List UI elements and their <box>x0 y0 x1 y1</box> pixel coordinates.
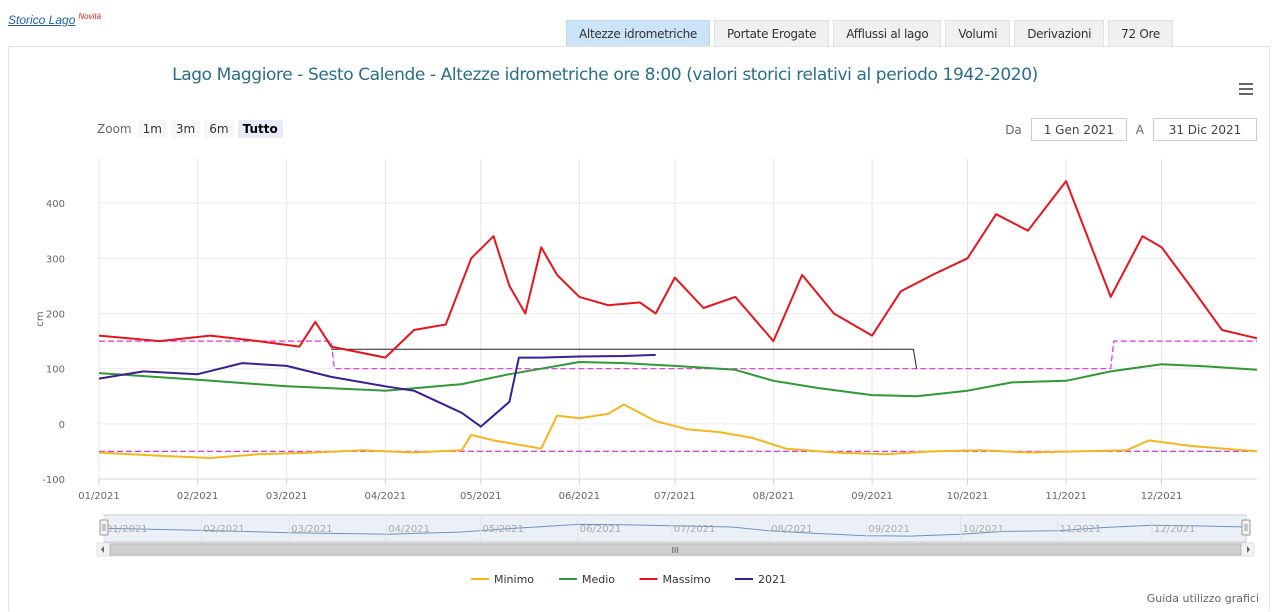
navigator-tick-label: 03/2021 <box>291 524 333 535</box>
scrollbar-thumb[interactable] <box>109 543 1242 556</box>
navigator-tick-label: 04/2021 <box>388 524 430 535</box>
legend-label: Massimo <box>663 573 711 586</box>
navigator-tick-label: 05/2021 <box>482 524 524 535</box>
tab-altezze-idrometriche[interactable]: Altezze idrometriche <box>566 20 711 47</box>
x-tick-label: 06/2021 <box>559 491 601 502</box>
tab-portate-erogate[interactable]: Portate Erogate <box>714 20 830 47</box>
series-minimo-line[interactable] <box>98 403 1258 459</box>
series-medio-line[interactable] <box>98 361 1258 398</box>
navigator-tick-label: 09/2021 <box>868 524 910 535</box>
y-axis-label: cm <box>35 311 46 326</box>
range-from-input[interactable] <box>1030 118 1127 141</box>
y-tick-label: 100 <box>46 365 65 376</box>
zoom-label: Zoom <box>97 122 132 136</box>
legend-item-minimo[interactable]: Minimo <box>471 573 534 586</box>
zoom-3m-button[interactable]: 3m <box>170 120 201 138</box>
legend: Minimo Medio Massimo 2021 <box>471 573 786 586</box>
x-tick-label: 12/2021 <box>1141 491 1183 502</box>
series-2021-line[interactable] <box>98 353 656 428</box>
series-layer <box>98 180 1258 459</box>
zoom-1m-button[interactable]: 1m <box>137 120 167 138</box>
navigator-left-handle[interactable] <box>99 519 109 536</box>
navigator-tick-label: 10/2021 <box>963 524 1005 535</box>
range-to-input[interactable] <box>1153 118 1257 141</box>
navigator-tick-label: 02/2021 <box>203 524 245 535</box>
brand: Storico Lago Novità <box>8 12 101 27</box>
legend-label: 2021 <box>758 573 786 586</box>
legend-label: Medio <box>582 573 615 586</box>
navigator-tick-label: 12/2021 <box>1154 524 1196 535</box>
y-tick-label: -100 <box>42 475 65 486</box>
zoom-selector: Zoom 1m 3m 6m Tutto <box>97 120 287 138</box>
chart-panel: Lago Maggiore - Sesto Calende - Altezze … <box>8 46 1270 611</box>
x-tick-label: 03/2021 <box>266 491 308 502</box>
tab-72-ore[interactable]: 72 Ore <box>1108 20 1173 47</box>
tab-derivazioni[interactable]: Derivazioni <box>1014 20 1105 47</box>
new-badge: Novità <box>78 12 102 21</box>
series-massimo-line[interactable] <box>98 180 1258 359</box>
hamburger-menu-icon[interactable] <box>1239 83 1253 95</box>
tab-volumi[interactable]: Volumi <box>945 20 1011 47</box>
axes: -100 0 100 200 300 400 cm 01/2021 02/2021 03/2021… <box>35 199 1257 502</box>
y-tick-label: 200 <box>46 309 65 320</box>
legend-label: Minimo <box>494 573 534 586</box>
navigator-tick-label: 11/2021 <box>1060 524 1102 535</box>
grid <box>98 159 1257 480</box>
x-tick-label: 04/2021 <box>365 491 407 502</box>
x-tick-label: 09/2021 <box>851 491 893 502</box>
navigator-right-handle[interactable] <box>1241 519 1251 536</box>
navigator-tick-label: 01/2021 <box>106 524 148 535</box>
navigator: 01/2021 02/2021 03/2021 04/2021 05/2021 06/20… <box>96 514 1255 557</box>
legend-item-2021[interactable]: 2021 <box>735 573 786 586</box>
line-chart: -100 0 100 200 300 400 cm 01/2021 02/2021 03/2021… <box>35 159 1258 586</box>
x-tick-label: 01/2021 <box>78 491 120 502</box>
x-tick-label: 02/2021 <box>177 491 219 502</box>
navigator-tick-label: 07/2021 <box>674 524 716 535</box>
navigator-window[interactable] <box>103 514 1247 543</box>
date-range: Da A <box>996 118 1257 141</box>
x-tick-label: 08/2021 <box>753 491 795 502</box>
x-tick-label: 05/2021 <box>460 491 502 502</box>
storico-lago-link[interactable]: Storico Lago <box>8 13 76 27</box>
scroll-right-arrow-icon[interactable] <box>1247 546 1250 553</box>
x-tick-label: 07/2021 <box>654 491 696 502</box>
plot-area <box>99 159 1257 479</box>
navigator-series-line <box>103 523 1247 537</box>
y-tick-label: 400 <box>46 199 65 210</box>
range-to-label: A <box>1135 122 1144 137</box>
x-tick-label: 11/2021 <box>1045 491 1087 502</box>
navigator-tick-label: 08/2021 <box>771 524 813 535</box>
range-from-label: Da <box>1005 122 1022 137</box>
tab-bar: Altezze idrometriche Portate Erogate Afflu… <box>566 20 1177 47</box>
scroll-left-arrow-icon[interactable] <box>101 546 104 553</box>
x-tick-label: 10/2021 <box>947 491 989 502</box>
guide-link[interactable]: Guida utilizzo grafici <box>1146 592 1259 605</box>
legend-item-massimo[interactable]: Massimo <box>639 573 711 586</box>
legend-item-medio[interactable]: Medio <box>559 573 615 586</box>
navigator-tick-label: 06/2021 <box>580 524 622 535</box>
zoom-tutto-button[interactable]: Tutto <box>237 120 283 138</box>
scrollbar-grip: III <box>671 546 678 555</box>
soglia-line <box>331 348 918 369</box>
chart-title: Lago Maggiore - Sesto Calende - Altezze … <box>172 65 1038 85</box>
y-tick-label: 300 <box>46 254 65 265</box>
zoom-6m-button[interactable]: 6m <box>204 120 234 138</box>
y-tick-label: 0 <box>59 420 65 431</box>
tab-afflussi-al-lago[interactable]: Afflussi al lago <box>833 20 942 47</box>
